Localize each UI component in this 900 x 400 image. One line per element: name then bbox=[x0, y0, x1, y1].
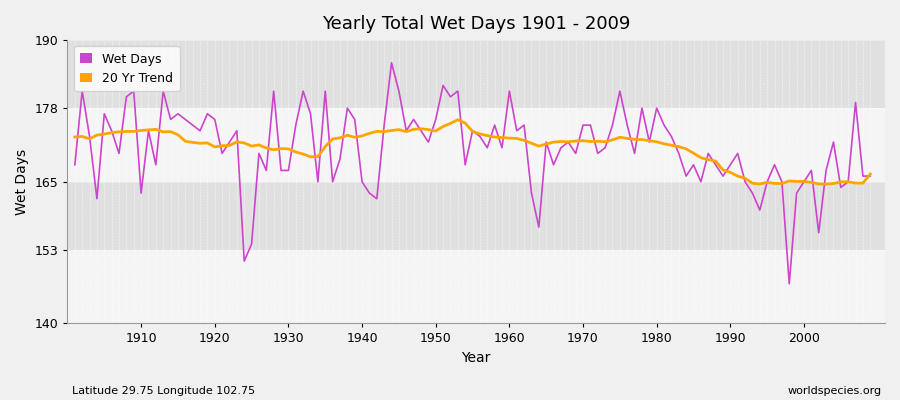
20 Yr Trend bbox=[69, 135, 80, 140]
20 Yr Trend bbox=[129, 129, 140, 134]
20 Yr Trend bbox=[821, 182, 832, 186]
20 Yr Trend bbox=[599, 140, 610, 144]
Line: 20 Yr Trend: 20 Yr Trend bbox=[75, 120, 870, 184]
Text: worldspecies.org: worldspecies.org bbox=[788, 386, 882, 396]
20 Yr Trend bbox=[511, 136, 522, 141]
Wet Days bbox=[69, 162, 80, 167]
Wet Days bbox=[129, 89, 140, 94]
Wet Days bbox=[599, 145, 610, 150]
Line: Wet Days: Wet Days bbox=[75, 63, 870, 284]
20 Yr Trend bbox=[291, 150, 302, 154]
X-axis label: Year: Year bbox=[462, 351, 490, 365]
Legend: Wet Days, 20 Yr Trend: Wet Days, 20 Yr Trend bbox=[74, 46, 180, 91]
Bar bbox=[68, 182, 885, 250]
20 Yr Trend bbox=[865, 172, 876, 176]
Title: Yearly Total Wet Days 1901 - 2009: Yearly Total Wet Days 1901 - 2009 bbox=[322, 15, 630, 33]
Wet Days bbox=[865, 174, 876, 178]
20 Yr Trend bbox=[504, 136, 515, 140]
Wet Days bbox=[784, 281, 795, 286]
Wet Days bbox=[291, 123, 302, 128]
Wet Days bbox=[504, 89, 515, 94]
20 Yr Trend bbox=[453, 117, 464, 122]
Wet Days bbox=[335, 157, 346, 162]
20 Yr Trend bbox=[335, 136, 346, 140]
Wet Days bbox=[511, 128, 522, 133]
Bar bbox=[68, 40, 885, 108]
Text: Latitude 29.75 Longitude 102.75: Latitude 29.75 Longitude 102.75 bbox=[72, 386, 255, 396]
Y-axis label: Wet Days: Wet Days bbox=[15, 149, 29, 215]
Wet Days bbox=[386, 60, 397, 65]
